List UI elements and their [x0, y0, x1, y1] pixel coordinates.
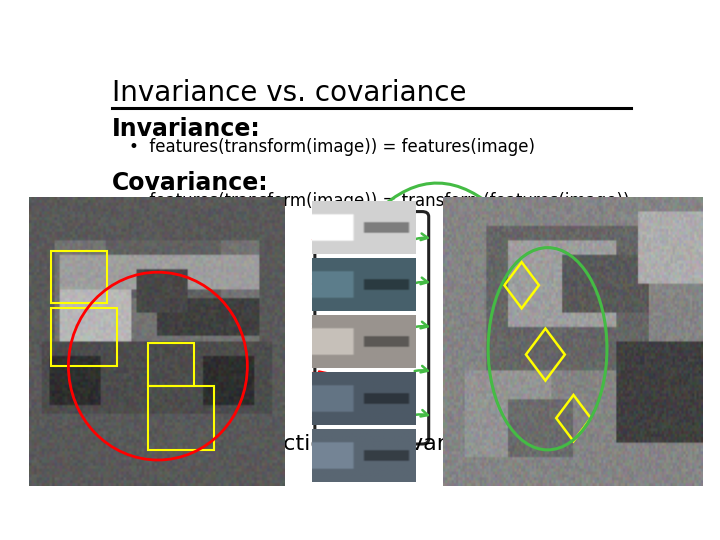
- Text: •  features(transform(image)) = features(image): • features(transform(image)) = features(…: [129, 138, 535, 156]
- Bar: [50, 251, 107, 302]
- Bar: [148, 343, 194, 386]
- Text: Invariance:: Invariance:: [112, 117, 261, 141]
- Text: Covariance:: Covariance:: [112, 171, 269, 195]
- Text: Invariance vs. covariance: Invariance vs. covariance: [112, 79, 467, 107]
- Bar: [148, 386, 214, 450]
- Text: Covariant detection => invariant description: Covariant detection => invariant descrip…: [118, 434, 620, 454]
- FancyBboxPatch shape: [315, 212, 428, 444]
- Text: •  features(transform(image)) = transform(features(image)): • features(transform(image)) = transform…: [129, 192, 629, 211]
- Bar: [50, 308, 117, 366]
